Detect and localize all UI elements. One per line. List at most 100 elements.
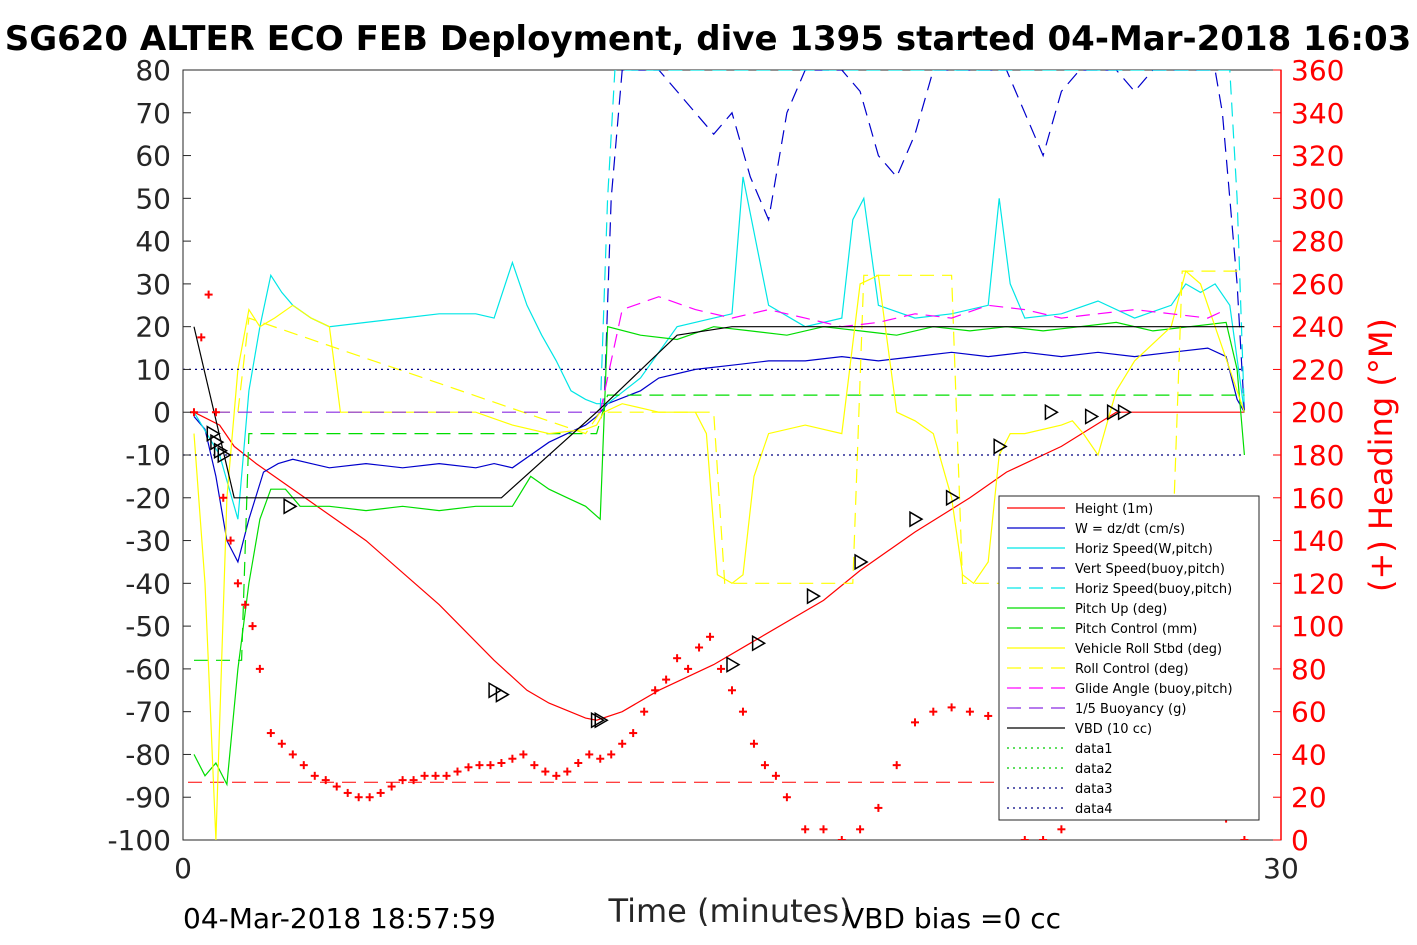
heading-point <box>782 793 791 802</box>
left-tick-label: 10 <box>135 353 171 386</box>
heading-point <box>984 711 993 720</box>
heading-point <box>226 536 235 545</box>
right-tick-label: 260 <box>1291 268 1344 301</box>
legend-entry: Horiz Speed(W,pitch) <box>1007 542 1213 557</box>
triangle-marker <box>726 656 741 673</box>
legend-box <box>998 495 1260 821</box>
heading-point <box>321 776 330 785</box>
legend-label: Glide Angle (buoy,pitch) <box>1075 682 1233 697</box>
right-tick-label: 160 <box>1291 482 1344 515</box>
right-tick-label: 40 <box>1291 738 1327 771</box>
legend-entry: VBD (10 cc) <box>1007 722 1152 737</box>
heading-point <box>771 771 780 780</box>
heading-point <box>343 788 352 797</box>
left-tick-label: 70 <box>135 97 171 130</box>
heading-point <box>801 825 810 834</box>
heading-point <box>837 836 846 840</box>
heading-point <box>541 767 550 776</box>
heading-point <box>738 707 747 716</box>
heading-point <box>442 771 451 780</box>
legend-label: Height (1m) <box>1075 502 1153 517</box>
heading-point <box>717 664 726 673</box>
left-axis: 80 70 60 50 40 30 20 10 0 -10 -20 -30 -40 -50 -60 -70 -8… <box>107 54 191 857</box>
left-tick-label: -40 <box>125 567 171 600</box>
left-tick-label: 30 <box>135 268 171 301</box>
footer-timestamp: 04-Mar-2018 18:57:59 <box>183 902 496 935</box>
legend-entry: Horiz Speed(buoy,pitch) <box>1007 582 1232 597</box>
heading-point <box>1057 825 1066 834</box>
heading-point <box>585 750 594 759</box>
legend-label: data2 <box>1075 762 1113 777</box>
heading-point <box>431 771 440 780</box>
legend-entry: 1/5 Buoyancy (g) <box>1007 702 1186 717</box>
right-tick-label: 100 <box>1291 610 1344 643</box>
right-tick-label: 20 <box>1291 781 1327 814</box>
left-tick-label: -30 <box>125 525 171 558</box>
right-tick-label: 360 <box>1291 54 1344 87</box>
right-tick-label: 140 <box>1291 525 1344 558</box>
heading-point <box>475 761 484 770</box>
legend-entry: Height (1m) <box>1007 502 1153 517</box>
left-tick-label: -60 <box>125 653 171 686</box>
triangle-marker <box>751 634 767 652</box>
series-line-11 <box>193 326 1245 499</box>
x-tick-label: 30 <box>1263 852 1299 885</box>
triangle-markers <box>206 403 1133 729</box>
right-tick-label: 340 <box>1291 97 1344 130</box>
right-tick-label: 200 <box>1291 396 1344 429</box>
heading-point <box>354 793 363 802</box>
heading-point <box>398 776 407 785</box>
triangle-marker <box>854 553 869 571</box>
series-line-6 <box>194 394 1245 661</box>
legend-label: data3 <box>1075 782 1113 797</box>
legend-label: data4 <box>1075 802 1113 817</box>
triangle-marker <box>594 711 609 729</box>
heading-point <box>255 664 264 673</box>
legend-entry: data1 <box>1007 742 1113 757</box>
legend-label: W = dz/dt (cm/s) <box>1075 522 1185 537</box>
legend-entry: Roll Control (deg) <box>1007 662 1189 677</box>
legend-label: Roll Control (deg) <box>1075 662 1189 677</box>
triangle-marker <box>213 442 229 460</box>
heading-point <box>497 759 506 767</box>
heading-point <box>241 600 250 609</box>
triangle-marker <box>806 587 822 605</box>
heading-point <box>197 333 206 342</box>
left-tick-label: -90 <box>125 781 171 814</box>
heading-point <box>211 408 220 417</box>
heading-point <box>219 493 228 502</box>
right-tick-label: 300 <box>1291 182 1344 215</box>
legend-entry: Pitch Up (deg) <box>1007 602 1167 617</box>
triangle-marker <box>1106 403 1122 421</box>
heading-point <box>911 718 919 727</box>
right-axis: 3603403203002802602402202001801601401201… <box>1273 54 1344 857</box>
left-tick-label: 40 <box>135 225 171 258</box>
legend: Height (1m) W = dz/dt (cm/s) Horiz Speed(W… <box>998 495 1260 821</box>
left-tick-label: -80 <box>125 738 171 771</box>
legend-entry: data2 <box>1007 762 1113 777</box>
series-line-5 <box>193 321 1245 787</box>
heading-point <box>530 761 539 770</box>
right-tick-label: 180 <box>1291 439 1344 472</box>
heading-point <box>673 654 682 663</box>
triangle-marker <box>590 711 606 729</box>
heading-point <box>874 803 883 812</box>
legend-entry: W = dz/dt (cm/s) <box>1007 522 1185 537</box>
legend-label: Horiz Speed(W,pitch) <box>1075 542 1213 557</box>
right-tick-label: 60 <box>1291 696 1327 729</box>
heading-point <box>965 707 974 716</box>
heading-point <box>607 750 616 759</box>
heading-point <box>640 707 649 716</box>
legend-entry: Vert Speed(buoy,pitch) <box>1007 562 1225 577</box>
heading-point <box>299 761 308 770</box>
triangle-marker <box>1117 403 1133 421</box>
heading-point <box>819 825 828 834</box>
right-tick-label: 0 <box>1291 824 1309 857</box>
heading-point <box>629 729 638 738</box>
triangle-marker <box>993 438 1008 455</box>
heading-point <box>204 290 213 299</box>
heading-point <box>288 750 297 759</box>
heading-point <box>519 750 528 759</box>
heading-point <box>1240 836 1249 840</box>
